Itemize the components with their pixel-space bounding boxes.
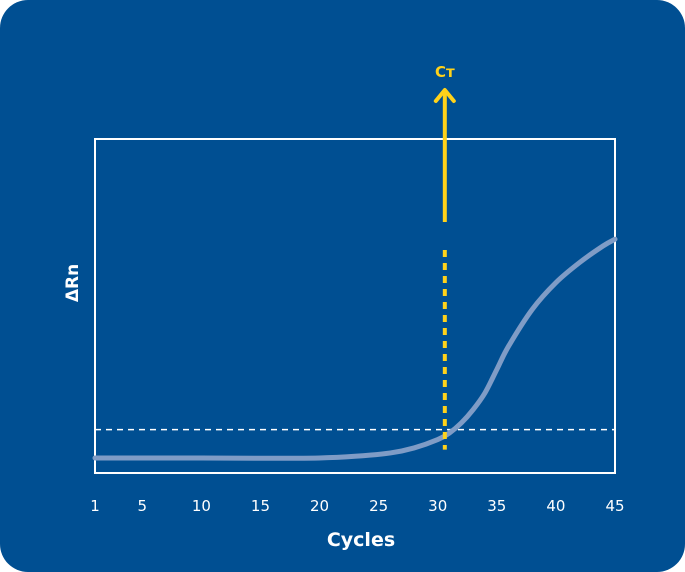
x-tick-label: 10: [192, 497, 211, 515]
x-tick-label: 30: [428, 497, 447, 515]
x-tick-label: 20: [310, 497, 329, 515]
x-tick-label: 35: [487, 497, 506, 515]
x-tick-label: 40: [546, 497, 565, 515]
amplification-curve: [92, 236, 618, 461]
x-tick-label: 25: [369, 497, 388, 515]
x-tick-labels: 1 5 10 15 20 25 30 35 40 45: [90, 497, 624, 515]
x-tick-label: 1: [90, 497, 100, 515]
plot-frame: [94, 138, 616, 474]
x-tick-label: 45: [605, 497, 624, 515]
y-axis-label: ΔRn: [63, 264, 83, 302]
ct-arrow-head: [433, 88, 456, 103]
x-tick-label: 15: [251, 497, 270, 515]
x-tick-label: 5: [137, 497, 147, 515]
x-axis-label: Cycles: [327, 529, 395, 551]
ct-label: Cт: [435, 63, 455, 81]
